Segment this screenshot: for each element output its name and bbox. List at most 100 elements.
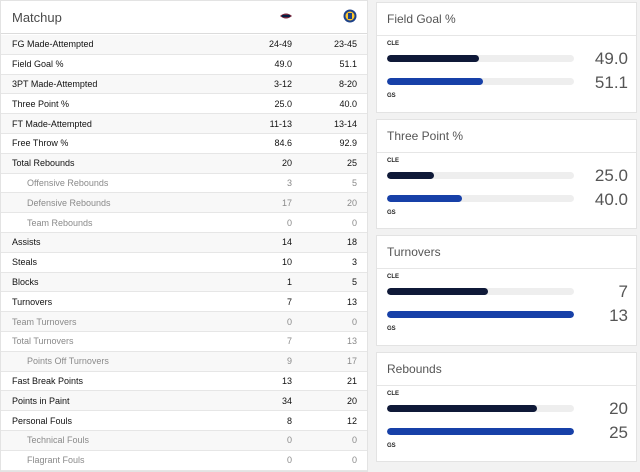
- stat-label: Total Rebounds: [12, 158, 75, 169]
- table-row: Points in Paint 34 20: [1, 391, 367, 412]
- cle-value: 0: [286, 455, 292, 466]
- card-divider: [377, 35, 636, 36]
- stat-label: Fast Break Points: [12, 375, 84, 386]
- table-row: Total Turnovers 7 13: [1, 332, 367, 352]
- gs-value: 25: [346, 158, 357, 169]
- gs-bar: [387, 78, 483, 85]
- gs-bar-track: [387, 195, 574, 202]
- table-row: Flagrant Fouls 0 0: [1, 451, 367, 471]
- cle-value: 0: [286, 217, 292, 228]
- stat-label: Assists: [12, 237, 41, 248]
- gs-value: 13: [346, 296, 357, 307]
- stat-label: Team Rebounds: [27, 217, 93, 228]
- card-title: Rebounds: [387, 362, 442, 376]
- cle-bar-track: [387, 288, 574, 295]
- stat-label: FT Made-Attempted: [12, 118, 92, 129]
- cle-value: 8: [286, 415, 292, 426]
- card-divider: [377, 385, 636, 386]
- stat-label: Team Turnovers: [12, 316, 77, 327]
- cavaliers-logo-icon: [280, 13, 292, 19]
- cle-stat-value: 49.0: [594, 49, 628, 68]
- cle-value: 1: [286, 276, 292, 287]
- gs-value: 40.0: [339, 98, 357, 109]
- cle-stat-value: 20: [609, 399, 628, 418]
- gs-team-label: GS: [387, 210, 396, 216]
- gs-value: 20: [346, 395, 357, 406]
- stat-label: Points in Paint: [12, 395, 70, 406]
- table-row: Defensive Rebounds 17 20: [1, 193, 367, 214]
- cle-value: 10: [281, 257, 292, 268]
- cle-bar: [387, 288, 488, 295]
- gs-stat-value: 40.0: [594, 190, 628, 209]
- gs-value: 92.9: [339, 138, 357, 149]
- stat-label: Three Point %: [12, 98, 70, 109]
- table-row: Steals 10 3: [1, 253, 367, 273]
- card-title: Turnovers: [387, 245, 441, 259]
- cle-value: 11-13: [269, 118, 292, 129]
- cle-value: 24-49: [268, 39, 292, 50]
- table-row: Personal Fouls 8 12: [1, 411, 367, 431]
- cle-value: 84.6: [274, 138, 292, 149]
- gs-bar: [387, 311, 574, 318]
- cle-bar-track: [387, 172, 574, 179]
- matchup-rows: FG Made-Attempted 24-49 23-45 Field Goal % 4…: [1, 35, 367, 471]
- stat-label: Steals: [12, 257, 38, 268]
- card-divider: [377, 152, 636, 153]
- stat-label: 3PT Made-Attempted: [12, 78, 98, 89]
- cle-value: 14: [281, 237, 292, 248]
- gs-value: 23-45: [333, 39, 357, 50]
- card-title: Three Point %: [387, 129, 464, 143]
- gs-bar: [387, 195, 462, 202]
- gs-stat-value: 13: [609, 306, 628, 325]
- stat-card: Field Goal % CLE 49.0 51.1 GS: [376, 2, 637, 113]
- table-row: Points Off Turnovers 9 17: [1, 351, 367, 372]
- cle-value: 9: [286, 356, 292, 367]
- stat-label: Blocks: [12, 276, 39, 287]
- gs-value: 0: [351, 316, 357, 327]
- gs-stat-value: 25: [609, 423, 628, 442]
- cle-bar: [387, 172, 434, 179]
- stat-label: Field Goal %: [12, 59, 64, 70]
- gs-team-label: GS: [387, 326, 396, 332]
- stat-card: Three Point % CLE 25.0 40.0 GS: [376, 119, 637, 229]
- gs-value: 5: [351, 177, 357, 188]
- gs-value: 17: [346, 356, 357, 367]
- cle-bar: [387, 55, 479, 62]
- cle-value: 0: [286, 316, 292, 327]
- stat-card: Turnovers CLE 7 13 GS: [376, 235, 637, 346]
- cle-team-label: CLE: [387, 391, 399, 397]
- gs-value: 0: [351, 455, 357, 466]
- cle-team-label: CLE: [387, 274, 399, 280]
- cle-team-label: CLE: [387, 41, 399, 47]
- table-row: Assists 14 18: [1, 232, 367, 253]
- cle-bar-track: [387, 405, 574, 412]
- cle-team-label: CLE: [387, 158, 399, 164]
- table-row: Three Point % 25.0 40.0: [1, 94, 367, 115]
- gs-bar-track: [387, 311, 574, 318]
- gs-value: 20: [346, 197, 357, 208]
- table-row: Blocks 1 5: [1, 272, 367, 293]
- gs-team-label: GS: [387, 93, 396, 99]
- table-row: Free Throw % 84.6 92.9: [1, 134, 367, 154]
- cle-value: 17: [281, 197, 292, 208]
- stat-label: Free Throw %: [12, 138, 69, 149]
- table-row: Turnovers 7 13: [1, 292, 367, 313]
- stat-label: Total Turnovers: [12, 336, 74, 347]
- gs-value: 21: [346, 375, 357, 386]
- table-row: FG Made-Attempted 24-49 23-45: [1, 35, 367, 55]
- cle-value: 20: [281, 158, 292, 169]
- cle-value: 0: [286, 435, 292, 446]
- matchup-header: Matchup: [1, 1, 367, 34]
- gs-value: 0: [351, 217, 357, 228]
- gs-value: 51.1: [339, 59, 357, 70]
- warriors-logo-icon: [343, 9, 357, 23]
- stat-label: Defensive Rebounds: [27, 197, 111, 208]
- cle-value: 7: [286, 336, 292, 347]
- table-row: Team Rebounds 0 0: [1, 213, 367, 233]
- stat-label: Offensive Rebounds: [27, 177, 109, 188]
- cle-bar: [387, 405, 537, 412]
- cle-value: 3-12: [273, 78, 292, 89]
- table-row: FT Made-Attempted 11-13 13-14: [1, 114, 367, 134]
- gs-stat-value: 51.1: [594, 73, 628, 92]
- gs-bar-track: [387, 78, 574, 85]
